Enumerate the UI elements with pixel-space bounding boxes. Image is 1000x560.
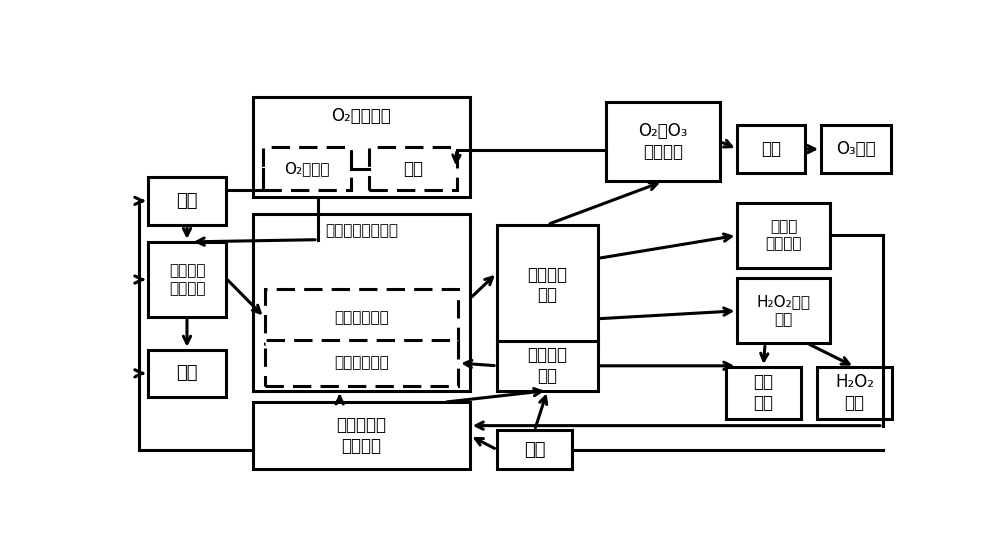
Bar	[497, 225, 598, 346]
Text: 气液混合发生单元: 气液混合发生单元	[325, 223, 398, 239]
Text: 数据采集与
控制单元: 数据采集与 控制单元	[336, 416, 386, 455]
Bar	[253, 97, 470, 197]
Text: 气泵: 气泵	[403, 160, 423, 178]
Text: O₂循环单元: O₂循环单元	[332, 107, 391, 125]
Bar	[737, 278, 830, 343]
Bar	[606, 102, 720, 181]
Text: 液泵: 液泵	[524, 441, 545, 459]
Text: 气泵: 气泵	[761, 140, 781, 158]
Text: 气液分离
单元: 气液分离 单元	[527, 265, 567, 304]
Text: 气液雾化单元: 气液雾化单元	[334, 310, 389, 325]
Bar	[497, 430, 572, 469]
Bar	[264, 340, 458, 386]
Bar	[253, 214, 470, 391]
Bar	[369, 147, 457, 190]
Bar	[148, 349, 226, 397]
Text: 气源: 气源	[176, 192, 198, 210]
Text: 气液入口
控制单元: 气液入口 控制单元	[169, 263, 205, 296]
Bar	[253, 402, 470, 469]
Text: 高压激励
单元: 高压激励 单元	[527, 347, 567, 385]
Text: 电晕放电单元: 电晕放电单元	[334, 356, 389, 371]
Bar	[821, 125, 891, 173]
Bar	[497, 341, 598, 391]
Bar	[737, 125, 805, 173]
Bar	[737, 203, 830, 268]
Text: 液源: 液源	[176, 365, 198, 382]
Bar	[726, 367, 801, 419]
Bar	[148, 177, 226, 225]
Bar	[264, 290, 458, 346]
Bar	[817, 367, 892, 419]
Text: 溶液
储存: 溶液 储存	[753, 374, 773, 412]
Text: O₂储存器: O₂储存器	[284, 161, 329, 176]
Bar	[263, 147, 351, 190]
Text: 吸光度
检测单元: 吸光度 检测单元	[766, 219, 802, 251]
Text: O₂、O₃
分离单元: O₂、O₃ 分离单元	[638, 122, 688, 161]
Text: H₂O₂
储存: H₂O₂ 储存	[835, 374, 874, 412]
Text: H₂O₂分离
单元: H₂O₂分离 单元	[757, 295, 811, 327]
Bar	[148, 242, 226, 318]
Text: O₃储存: O₃储存	[836, 140, 876, 158]
